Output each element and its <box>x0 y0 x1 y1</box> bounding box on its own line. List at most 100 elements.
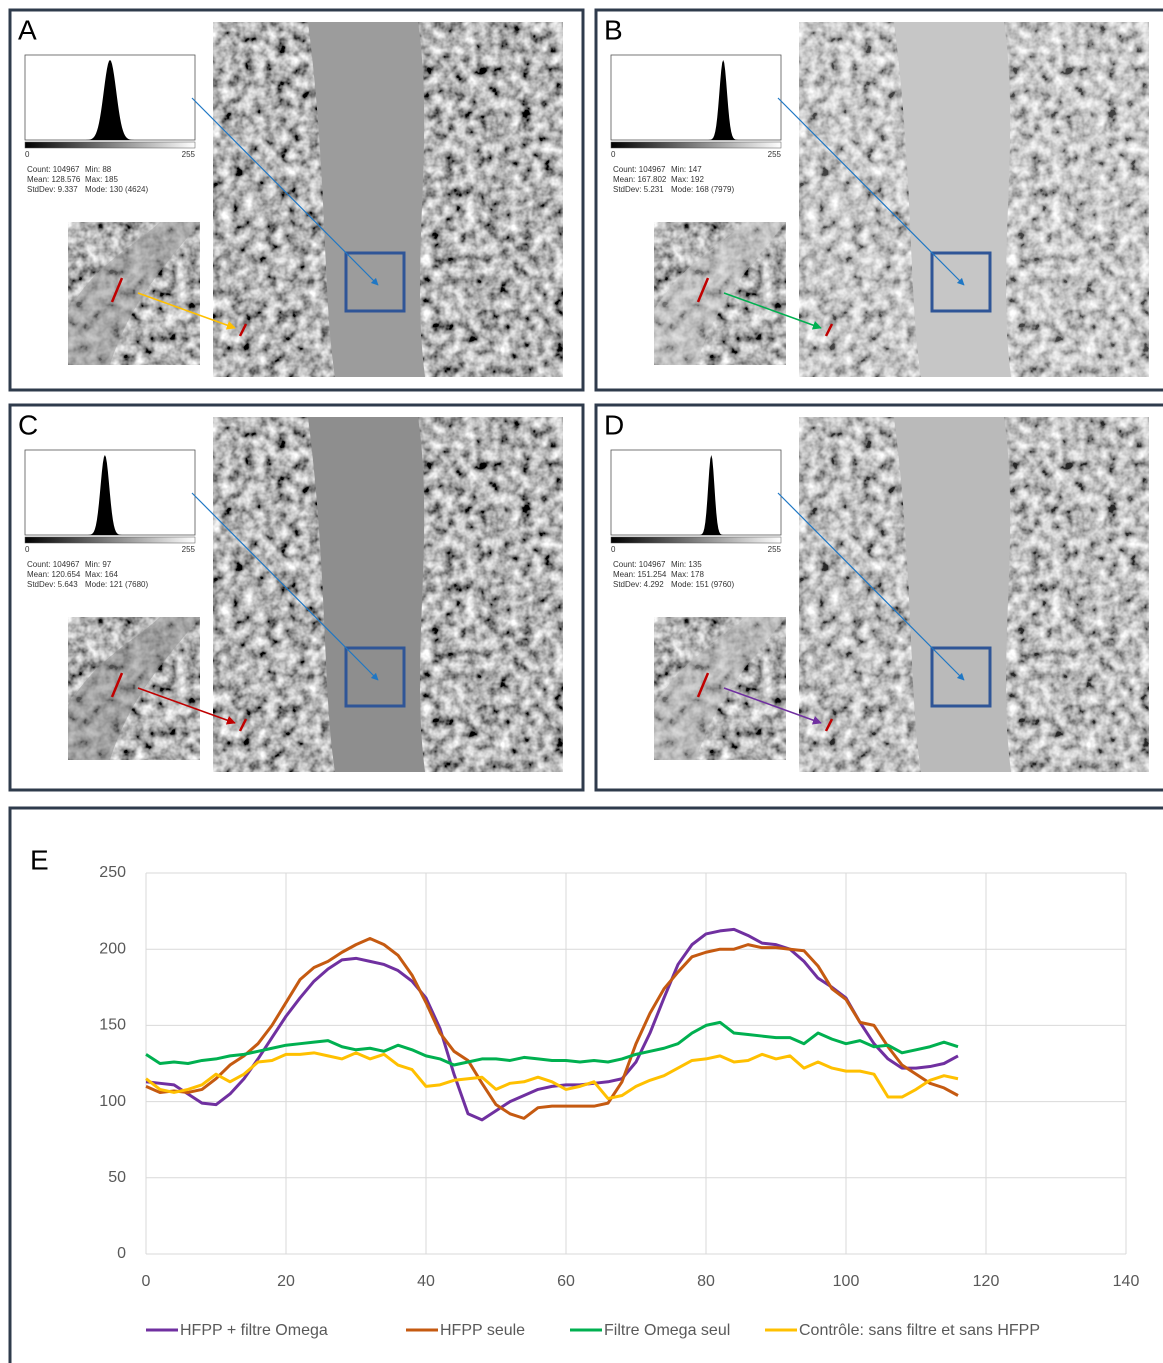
panel-frame <box>594 403 1163 792</box>
series-line <box>145 1020 959 1067</box>
stat: Mean: 120.654 <box>27 570 81 579</box>
stat: StdDev: 5.643 <box>27 580 78 589</box>
histogram-frame <box>610 54 782 141</box>
histogram-max: 255 <box>182 545 196 554</box>
stat: Mean: 167.802 <box>613 175 667 184</box>
x-tick-label: 0 <box>142 1273 151 1290</box>
profile-marker <box>238 323 248 337</box>
panel-e-frame <box>8 806 1163 1363</box>
inset-marker <box>696 672 710 698</box>
series-line <box>145 937 959 1120</box>
histogram-gradient <box>24 536 196 544</box>
histogram-gradient <box>24 141 196 149</box>
profile-marker <box>238 718 248 732</box>
stat: Max: 185 <box>85 175 118 184</box>
y-tick-label: 50 <box>108 1169 126 1186</box>
profile-arrow <box>137 292 236 330</box>
inset-marker <box>110 672 124 698</box>
roi-box <box>344 251 406 313</box>
histogram-min: 0 <box>25 150 30 159</box>
stat: Max: 192 <box>671 175 704 184</box>
stat: Mean: 151.254 <box>613 570 667 579</box>
histogram-shape <box>705 60 742 140</box>
inset-marker <box>110 277 124 303</box>
x-tick-label: 120 <box>973 1273 1000 1290</box>
y-tick-label: 0 <box>117 1245 126 1262</box>
main-channel <box>308 417 425 772</box>
panel-label: B <box>604 14 623 45</box>
roi-box <box>930 251 992 313</box>
inset-band <box>68 617 200 760</box>
stat: Mode: 151 (9760) <box>671 580 734 589</box>
stat: Count: 104967 <box>27 560 80 569</box>
histogram-shape <box>83 455 126 535</box>
stat: Mode: 121 (7680) <box>85 580 148 589</box>
stat: StdDev: 4.292 <box>613 580 664 589</box>
inset-band <box>68 222 200 365</box>
x-tick-label: 60 <box>557 1273 575 1290</box>
stat: Mean: 128.576 <box>27 175 81 184</box>
series-line <box>145 927 959 1122</box>
stat: Count: 104967 <box>27 165 80 174</box>
roi-box <box>344 646 406 708</box>
stat: Mode: 130 (4624) <box>85 185 148 194</box>
main-channel <box>894 22 1011 377</box>
inset-band <box>654 617 786 760</box>
profile-arrow <box>137 687 236 725</box>
x-tick-label: 100 <box>833 1273 860 1290</box>
histogram-min: 0 <box>25 545 30 554</box>
roi-arrow <box>191 97 379 286</box>
histogram-frame <box>610 449 782 536</box>
panel-frame <box>594 8 1163 392</box>
x-tick-label: 80 <box>697 1273 715 1290</box>
legend-label: Filtre Omega seul <box>604 1322 730 1339</box>
histogram-gradient <box>610 536 782 544</box>
x-tick-label: 40 <box>417 1273 435 1290</box>
stat: Mode: 168 (7979) <box>671 185 734 194</box>
panel-frame <box>8 403 585 792</box>
stat: Min: 88 <box>85 165 112 174</box>
profile-arrow <box>723 687 822 725</box>
profile-marker <box>824 323 834 337</box>
histogram-shape <box>80 60 140 140</box>
legend-label: HFPP + filtre Omega <box>180 1322 328 1339</box>
panel-label: D <box>604 409 624 440</box>
inset-marker <box>696 277 710 303</box>
stat: StdDev: 9.337 <box>27 185 78 194</box>
panel-frame <box>8 8 585 392</box>
histogram-max: 255 <box>768 545 782 554</box>
x-tick-label: 20 <box>277 1273 295 1290</box>
roi-arrow <box>191 492 379 681</box>
panel-label: C <box>18 409 38 440</box>
stat: Max: 164 <box>85 570 118 579</box>
series-line <box>145 1051 959 1101</box>
inset-band <box>654 222 786 365</box>
panel-label: A <box>18 14 37 45</box>
x-tick-label: 140 <box>1113 1273 1140 1290</box>
roi-arrow <box>777 97 965 286</box>
histogram-max: 255 <box>768 150 782 159</box>
roi-box <box>930 646 992 708</box>
histogram-gradient <box>610 141 782 149</box>
stat: Count: 104967 <box>613 165 666 174</box>
stat: Max: 178 <box>671 570 704 579</box>
histogram-min: 0 <box>611 150 616 159</box>
chart-label: E <box>30 844 49 875</box>
legend-label: HFPP seule <box>440 1322 525 1339</box>
roi-arrow <box>777 492 965 681</box>
y-tick-label: 200 <box>99 940 126 957</box>
stat: Count: 104967 <box>613 560 666 569</box>
histogram-max: 255 <box>182 150 196 159</box>
profile-marker <box>824 718 834 732</box>
histogram-min: 0 <box>611 545 616 554</box>
stat: Min: 97 <box>85 560 112 569</box>
y-tick-label: 250 <box>99 864 126 881</box>
histogram-shape <box>696 455 727 535</box>
main-channel <box>308 22 425 377</box>
main-channel <box>894 417 1011 772</box>
profile-arrow <box>723 292 822 330</box>
